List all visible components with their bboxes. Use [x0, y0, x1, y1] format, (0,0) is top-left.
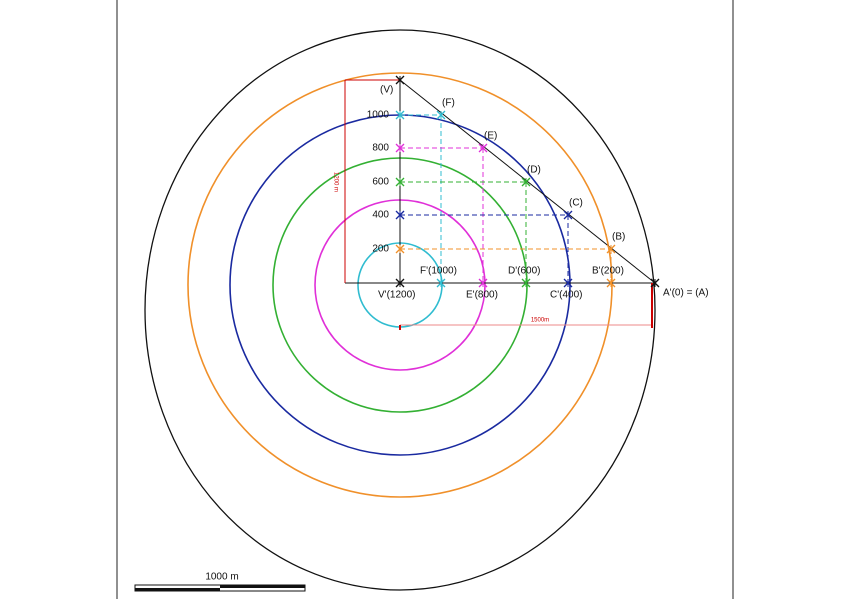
dimension-label: 1200 m: [332, 172, 338, 192]
point-label: (F): [442, 98, 455, 109]
level-label: 1000: [367, 110, 390, 121]
scale-bar-fill: [135, 588, 220, 591]
point-label: (B): [612, 232, 625, 243]
point-label: (V): [380, 85, 393, 96]
scale-label: 1000 m: [205, 572, 238, 583]
base-label: B'(200): [592, 266, 624, 277]
base-label: F'(1000): [420, 266, 457, 277]
base-label: D'(600): [508, 266, 540, 277]
layout: [116, 0, 734, 599]
level-label: 600: [372, 177, 389, 188]
base-label: C'(400): [550, 290, 582, 301]
outer-circle: [144, 29, 656, 591]
point-label: (D): [527, 165, 541, 176]
point-label: (E): [484, 131, 497, 142]
level-label: 400: [372, 210, 389, 221]
slope-line: [399, 79, 656, 284]
base-label: E'(800): [466, 290, 498, 301]
base-label: V'(1200): [378, 290, 416, 301]
level-label: 800: [372, 143, 389, 154]
base-label: A'(0) = (A): [663, 288, 709, 299]
scale-bar-fill: [220, 585, 305, 588]
point-label: (C): [569, 198, 583, 209]
dimension-label: 1500m: [531, 318, 549, 324]
circle-b: [187, 72, 613, 498]
level-label: 200: [372, 244, 389, 255]
